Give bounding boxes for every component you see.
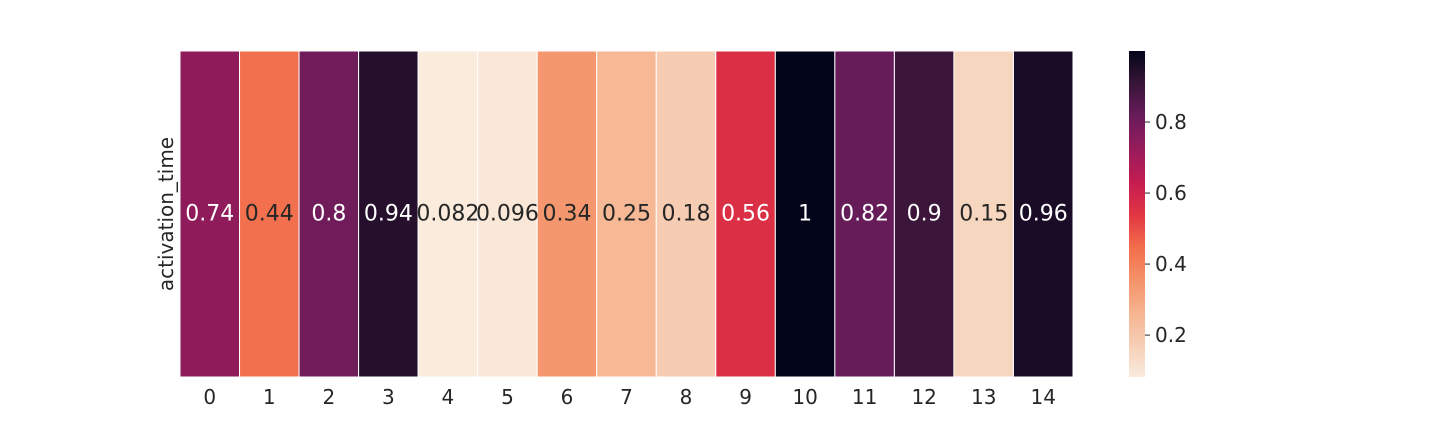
heatmap-cells [179, 50, 1074, 378]
heatmap-cell [655, 50, 717, 378]
heatmap-cell [596, 50, 657, 378]
y-tick-label: activation_time [154, 137, 178, 291]
x-tick-label: 4 [442, 385, 455, 409]
cell-annotation: 0.096 [476, 202, 539, 227]
x-tick-label: 6 [561, 385, 574, 409]
x-tick-label: 13 [971, 385, 996, 409]
colorbar-tick-label: 0.4 [1155, 252, 1187, 276]
colorbar-tick-label: 0.6 [1155, 181, 1187, 205]
cell-annotation: 0.15 [959, 202, 1008, 227]
cell-annotation: 0.34 [542, 202, 591, 227]
heatmap-cell [179, 50, 241, 378]
cell-annotation: 0.82 [840, 202, 889, 227]
heatmap-cell [715, 50, 776, 378]
colorbar-tick-label: 0.2 [1155, 323, 1187, 347]
heatmap-cell [477, 50, 538, 378]
y-axis: activation_time [154, 137, 178, 291]
heatmap-cell [953, 50, 1014, 378]
heatmap-cell [358, 50, 419, 378]
heatmap-cell [834, 50, 895, 378]
heatmap-cell [893, 50, 955, 378]
x-tick-label: 14 [1031, 385, 1056, 409]
cell-annotation: 1 [798, 202, 812, 227]
cell-annotation: 0.44 [245, 202, 294, 227]
x-tick-label: 1 [263, 385, 276, 409]
cell-annotation: 0.9 [907, 202, 942, 227]
colorbar-gradient [1129, 51, 1145, 377]
heatmap-cell [298, 50, 360, 378]
x-tick-label: 2 [322, 385, 335, 409]
cell-annotation: 0.56 [721, 202, 770, 227]
x-tick-label: 8 [680, 385, 693, 409]
x-tick-label: 10 [792, 385, 817, 409]
colorbar: 0.2 0.4 0.6 0.8 [1129, 51, 1187, 377]
x-tick-label: 12 [911, 385, 936, 409]
heatmap-cell [239, 50, 300, 378]
x-tick-label: 11 [852, 385, 877, 409]
heatmap-cell [417, 50, 479, 378]
x-axis: 0 1 2 3 4 5 6 7 8 9 10 11 12 13 14 [203, 385, 1056, 409]
cell-annotation: 0.8 [311, 202, 346, 227]
cell-annotation: 0.18 [662, 202, 711, 227]
x-tick-label: 0 [203, 385, 216, 409]
cell-annotation: 0.94 [364, 202, 413, 227]
x-tick-label: 7 [620, 385, 633, 409]
cell-annotation: 0.082 [416, 202, 479, 227]
heatmap-cell [536, 50, 598, 378]
x-tick-label: 5 [501, 385, 514, 409]
cell-annotation: 0.25 [602, 202, 651, 227]
heatmap-cell [1012, 50, 1074, 378]
cell-annotation: 0.96 [1019, 202, 1068, 227]
cell-annotation: 0.74 [185, 202, 234, 227]
x-tick-label: 9 [739, 385, 752, 409]
colorbar-tick-label: 0.8 [1155, 110, 1187, 134]
x-tick-label: 3 [382, 385, 395, 409]
